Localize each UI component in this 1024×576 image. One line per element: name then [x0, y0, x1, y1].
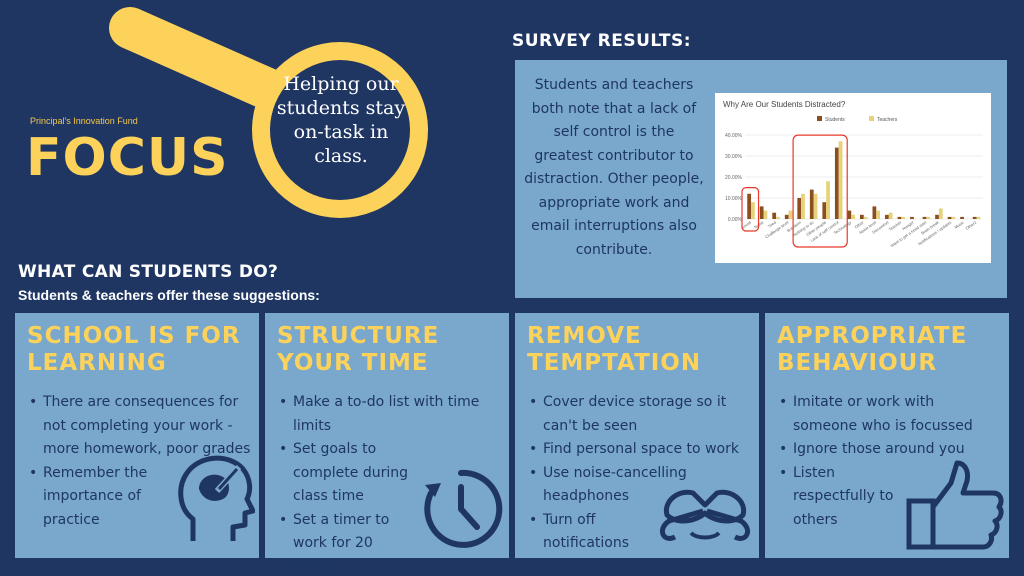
card-title: STRUCTURE YOUR TIME: [277, 323, 440, 376]
card-structure-your-time: STRUCTURE YOUR TIME Make a to-do list wi…: [265, 313, 509, 575]
x-tick-label: Social: [740, 220, 752, 230]
chart-bar: [876, 210, 881, 219]
chart-bar: [801, 193, 805, 219]
chart-bar: [826, 181, 830, 219]
list-item: Imitate or work with someone who is focu…: [779, 391, 989, 438]
chart-bar: [960, 216, 964, 219]
head-brain-icon: [178, 455, 255, 541]
legend-swatch: [869, 116, 874, 121]
chart-bar: [747, 193, 752, 219]
list-item: Set goals to complete during class time: [279, 438, 434, 509]
chart-bar: [947, 216, 952, 219]
y-tick-label: 20.00%: [725, 175, 743, 181]
y-tick-label: 0.00%: [728, 217, 743, 223]
y-tick-label: 10.00%: [725, 196, 743, 202]
list-item: Cover device storage so it can't be seen: [529, 391, 729, 438]
fund-label: Principal's Innovation Fund: [30, 116, 138, 126]
card-list: Make a to-do list with time limits Set g…: [279, 391, 504, 576]
card-title: SCHOOL IS FOR LEARNING: [27, 323, 241, 376]
card-list: There are consequences for not completin…: [29, 391, 254, 532]
chart-bar: [901, 216, 906, 219]
survey-heading: SURVEY RESULTS:: [512, 31, 692, 51]
list-item: Listen respectfully to others: [779, 462, 919, 533]
list-item: Use noise-cancelling headphones: [529, 462, 704, 509]
list-item: Set a timer to work for 20 minutes: [279, 509, 404, 576]
chart-title: Why Are Our Students Distracted?: [723, 100, 846, 109]
card-title: REMOVE TEMPTATION: [527, 323, 702, 376]
chart-bar: [784, 214, 789, 219]
list-item: Make a to-do list with time limits: [279, 391, 504, 438]
card-list: Cover device storage so it can't be seen…: [529, 391, 757, 556]
chart-svg: Why Are Our Students Distracted? Students…: [723, 100, 983, 248]
card-remove-temptation: REMOVE TEMPTATION Cover device storage s…: [515, 313, 759, 558]
chart-bar: [897, 216, 902, 219]
list-item: Find personal space to work: [529, 438, 757, 462]
chart-bar: [976, 216, 981, 219]
thumbs-up-icon: [906, 460, 1004, 550]
card-school-is-for-learning: SCHOOL IS FOR LEARNING There are consequ…: [15, 313, 259, 558]
y-tick-label: 30.00%: [725, 154, 743, 160]
card-list: Imitate or work with someone who is focu…: [779, 391, 1007, 532]
list-item: Ignore those around you: [779, 438, 1007, 462]
highlight-box: [741, 186, 760, 232]
chart-bar: [859, 214, 864, 219]
chart-bar: [797, 198, 802, 219]
legend-label: Teachers: [877, 117, 898, 123]
list-item: Remember the importance of practice: [29, 462, 159, 533]
suggestions-heading: WHAT CAN STUDENTS DO?: [18, 262, 279, 282]
chart-bar: [759, 206, 764, 219]
card-appropriate-behaviour: APPROPRIATE BEHAVIOUR Imitate or work wi…: [765, 313, 1009, 558]
suggestions-subheading: Students & teachers offer these suggesti…: [18, 287, 320, 303]
survey-summary: Students and teachers both note that a l…: [524, 77, 704, 258]
chart-bar: [847, 210, 852, 219]
chart-bar: [834, 147, 839, 219]
chart-bar: [872, 206, 877, 219]
x-tick-label: Other2: [964, 219, 978, 231]
chart-bar: [809, 189, 814, 219]
chart-bar: [813, 193, 818, 219]
magnifying-glass-icon: [109, 7, 428, 218]
card-title: APPROPRIATE BEHAVIOUR: [777, 323, 968, 376]
page-title: FOCUS: [26, 128, 229, 188]
chart-bar: [935, 214, 939, 219]
covered-eyes-icon: [659, 489, 751, 541]
chart-bar: [938, 208, 943, 219]
chart-bar: [751, 202, 755, 219]
chart-bar: [951, 216, 956, 219]
x-tick-label: Other: [854, 219, 866, 229]
chart-bar: [763, 210, 768, 219]
survey-chart: Why Are Our Students Distracted? Students…: [715, 93, 991, 263]
legend-swatch: [817, 116, 822, 121]
chart-bar: [838, 141, 843, 219]
list-item: There are consequences for not completin…: [29, 391, 254, 462]
chart-bar: [851, 214, 855, 219]
chart-bar: [822, 202, 827, 219]
legend-label: Students: [825, 117, 845, 123]
x-tick-label: Tired: [767, 220, 777, 229]
chart-bar: [910, 216, 914, 219]
chart-bar: [772, 212, 777, 219]
highlight-box: [792, 134, 848, 248]
chart-bar: [922, 216, 927, 219]
x-tick-label: Teacher: [888, 219, 903, 232]
chart-bar: [788, 210, 793, 219]
tagline: Helping our students stay on-task in cla…: [276, 73, 406, 167]
y-tick-label: 40.00%: [725, 133, 743, 139]
list-item: Turn off notifications: [529, 509, 659, 556]
chart-bar: [863, 216, 868, 219]
chart-bar: [888, 212, 893, 219]
chart-bar: [776, 216, 780, 219]
chart-bar: [885, 214, 889, 219]
x-tick-label: Music: [953, 220, 964, 230]
chart-bar: [972, 216, 977, 219]
clock-icon: [424, 469, 503, 548]
chart-bar: [926, 216, 931, 219]
